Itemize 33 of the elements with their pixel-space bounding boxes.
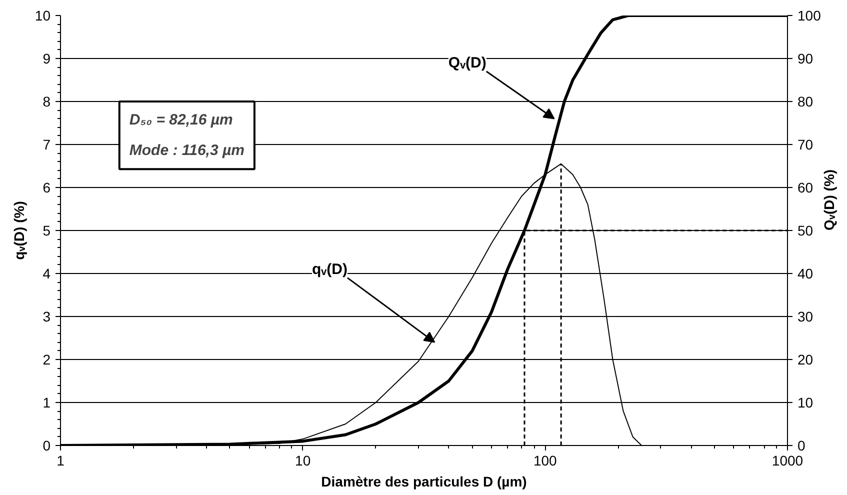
y2-tick-label: 10 — [798, 394, 814, 410]
annotation: qᵥ(D) — [312, 260, 348, 278]
annotation: Qᵥ(D) — [448, 54, 486, 72]
y2-tick-label: 100 — [798, 8, 822, 24]
y-tick-label: 0 — [42, 438, 51, 454]
y2-tick-label: 90 — [798, 50, 814, 66]
y2-tick-label: 40 — [798, 266, 814, 282]
y2-tick-label: 0 — [798, 438, 806, 454]
x-tick-label: 1000 — [772, 452, 804, 468]
y-tick-label: 5 — [42, 222, 51, 238]
y2-tick-label: 60 — [798, 180, 814, 196]
x-tick-label: 10 — [295, 452, 311, 468]
y2-tick-label: 70 — [798, 136, 814, 152]
y-tick-label: 10 — [34, 8, 51, 24]
y-tick-label: 7 — [42, 136, 51, 152]
y-tick-label: 8 — [42, 94, 51, 110]
x-tick-label: 1 — [56, 452, 65, 468]
y2-tick-label: 80 — [798, 94, 814, 110]
y-tick-label: 2 — [42, 352, 51, 368]
x-tick-label: 100 — [533, 452, 558, 468]
y2-tick-label: 20 — [798, 352, 814, 368]
annotation: D₅₀ = 82,16 µm — [129, 112, 233, 128]
annotation: Mode : 116,3 µm — [129, 142, 244, 160]
y-tick-label: 9 — [42, 50, 51, 66]
x-axis-title: Diamètre des particules D (µm) — [321, 474, 527, 490]
y-tick-label: 1 — [42, 394, 51, 410]
y-tick-label: 3 — [42, 308, 51, 324]
y2-axis-title: Qᵥ(D) (%) — [820, 169, 837, 230]
y2-tick-label: 50 — [798, 222, 814, 238]
y2-tick-label: 30 — [798, 308, 814, 324]
y-tick-label: 6 — [42, 180, 51, 196]
y-tick-label: 4 — [42, 266, 51, 282]
y-axis-title: qᵥ(D) (%) — [10, 201, 27, 260]
